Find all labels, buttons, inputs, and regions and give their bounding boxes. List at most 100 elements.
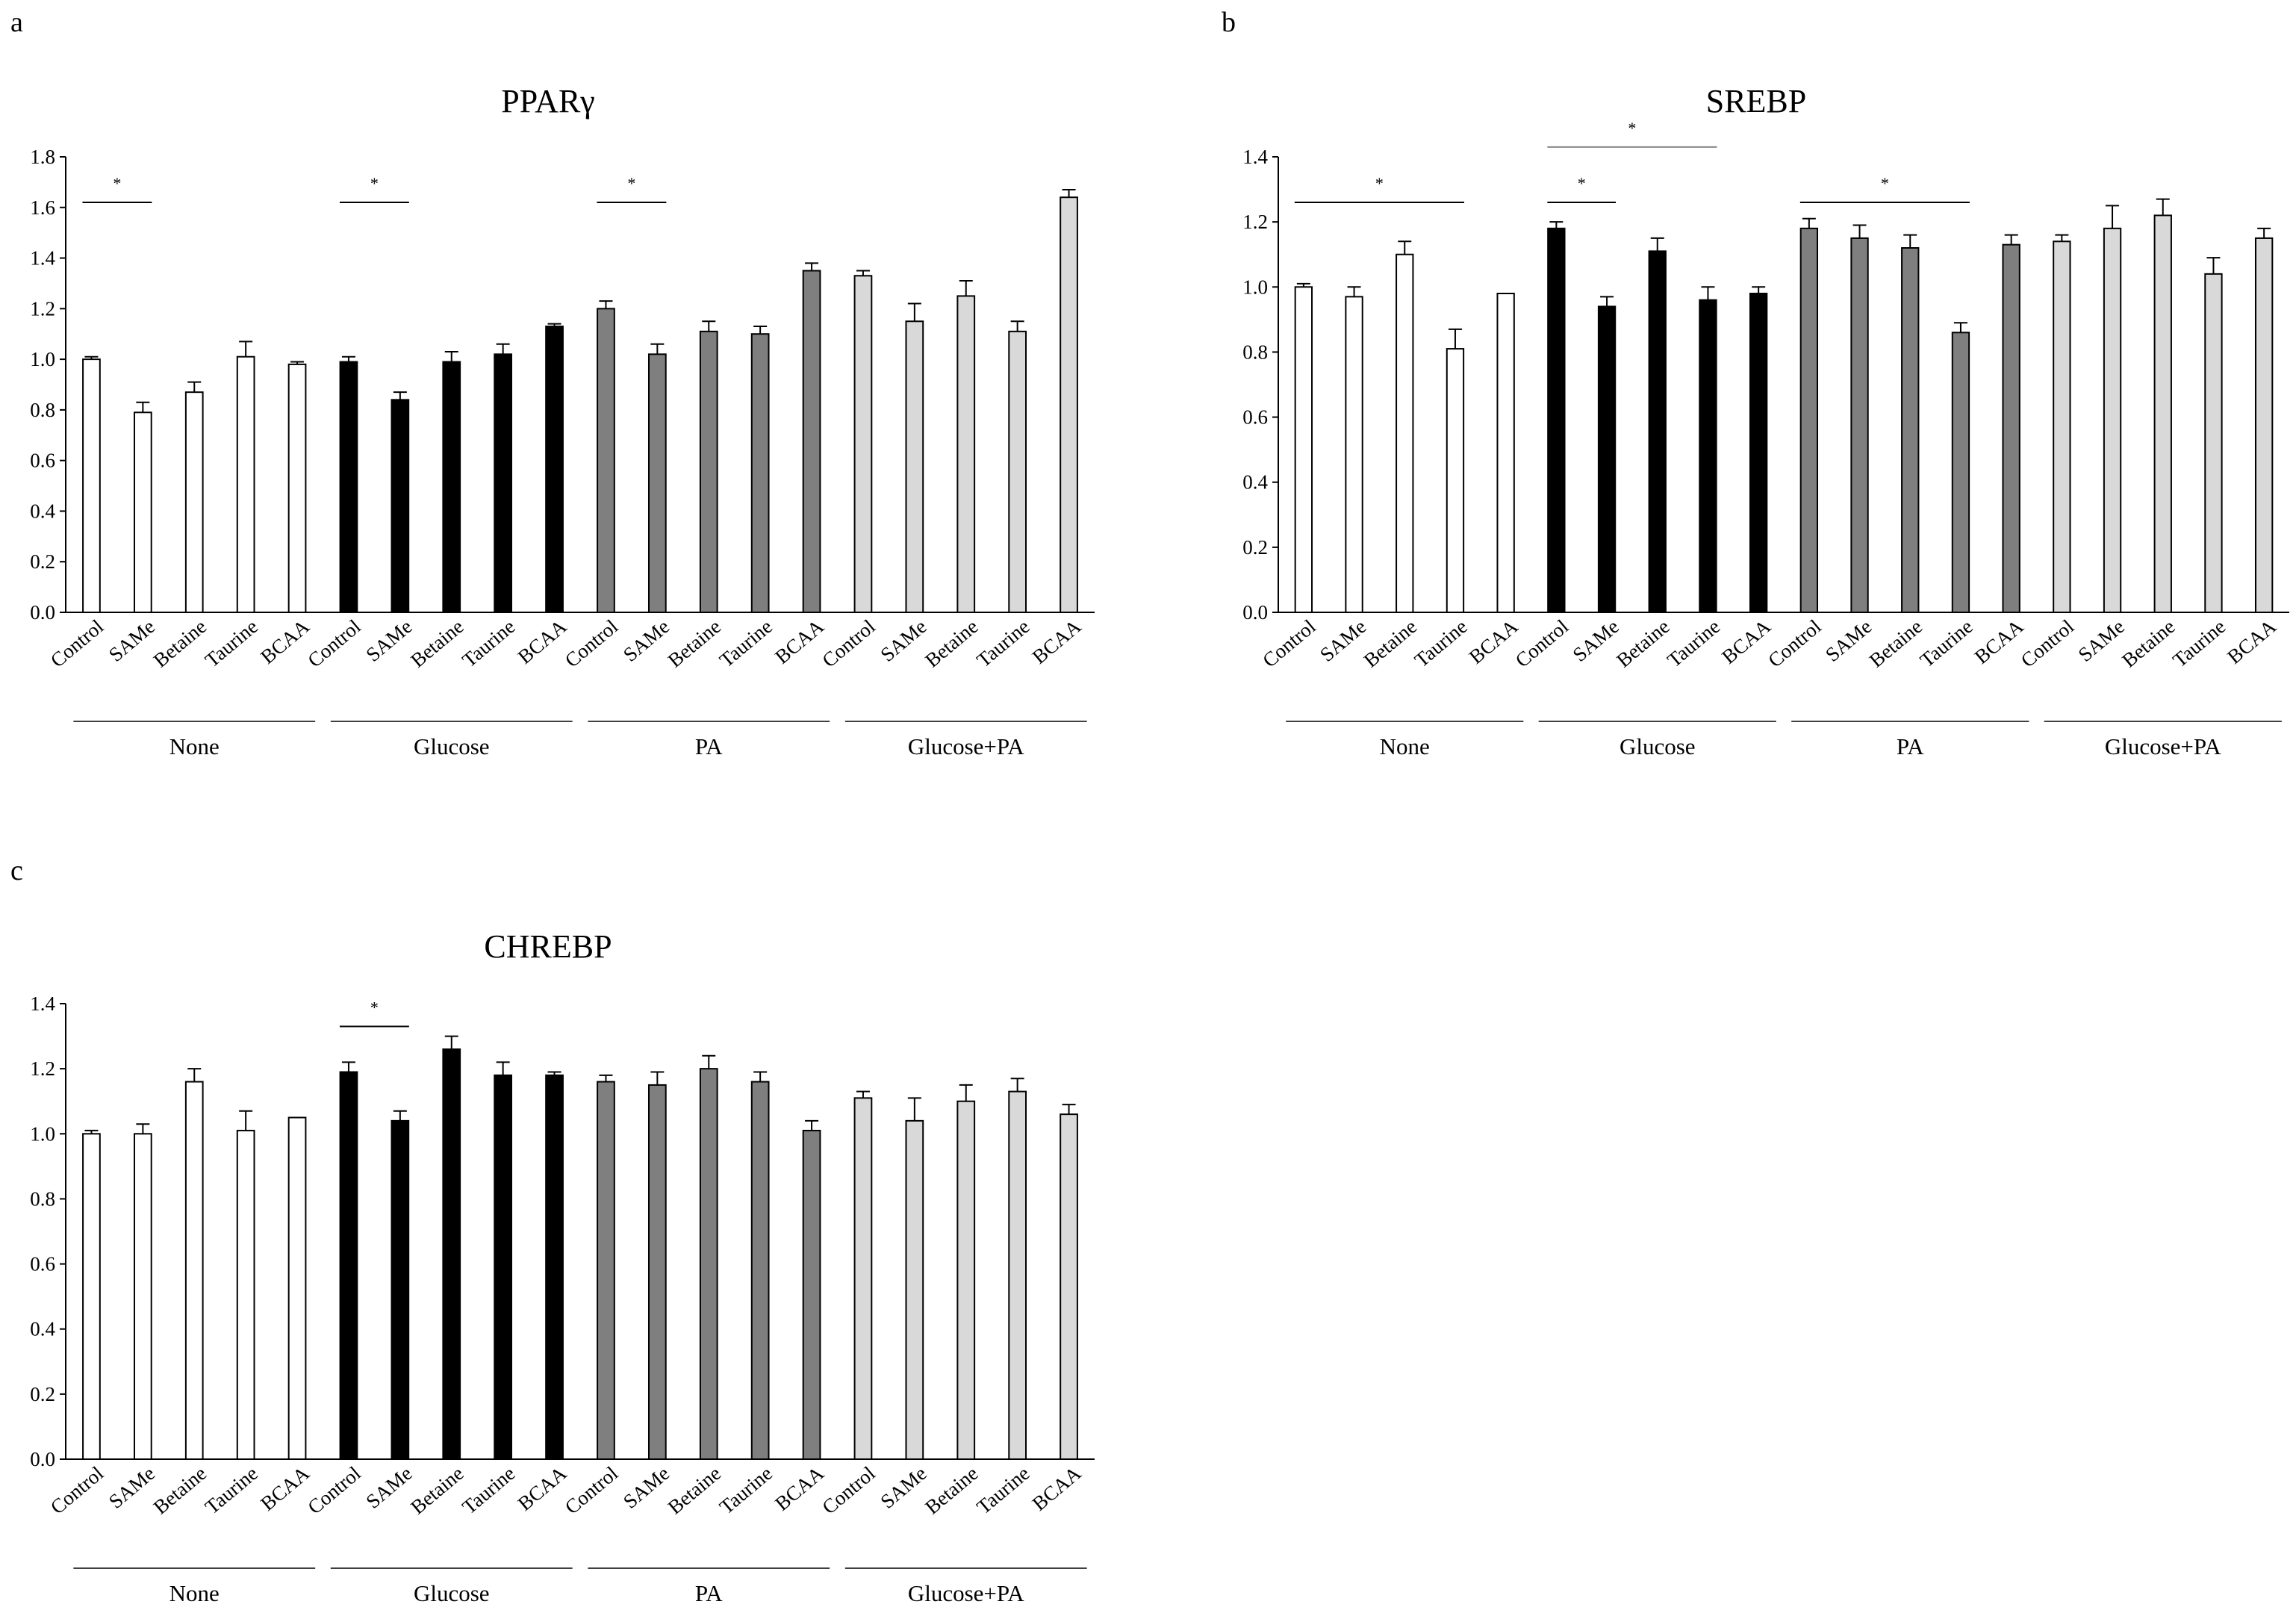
bar-pa-taurine — [1951, 332, 1970, 613]
x-tick-label: BCAA — [771, 615, 828, 668]
bar-glucose-pa-bcaa — [1060, 1113, 1078, 1460]
bar-glucose-same — [391, 399, 410, 613]
x-tick-label: Taurine — [1410, 615, 1472, 672]
y-tick-label: 0.8 — [30, 1187, 55, 1210]
x-tick-label: BCAA — [514, 615, 571, 668]
x-tick-label: Taurine — [972, 1462, 1033, 1519]
x-tick-label: BCAA — [514, 1461, 571, 1515]
significance-star: * — [1578, 174, 1586, 193]
y-tick-label: 0.2 — [30, 550, 55, 573]
significance-star: * — [1881, 174, 1889, 193]
y-tick-label: 0.6 — [30, 450, 55, 472]
group-label: None — [169, 1580, 220, 1606]
y-tick-label: 1.0 — [30, 1122, 55, 1145]
bar-glucose-pa-same — [2103, 227, 2122, 614]
x-tick-label: Taurine — [1663, 615, 1724, 672]
bar-none-control — [82, 1133, 101, 1461]
group-label: Glucose — [1620, 733, 1696, 759]
x-tick-label: Control — [303, 1462, 364, 1519]
bar-pa-betaine — [699, 1068, 718, 1460]
x-tick-label: Control — [1764, 615, 1825, 672]
bar-pa-same — [647, 353, 667, 613]
chart-chrebp: CHREBP 0.00.20.40.60.81.01.21.4ControlSA… — [30, 928, 1095, 1606]
x-tick-label: SAMe — [876, 1462, 930, 1513]
bar-glucose-pa-same — [905, 1119, 924, 1461]
y-tick-label: 0.0 — [30, 1448, 55, 1470]
x-tick-label: Taurine — [715, 615, 777, 672]
bar-none-same — [1345, 296, 1363, 613]
x-tick-label: BCAA — [1028, 615, 1086, 668]
panel-letter-b: b — [1222, 7, 1236, 38]
x-tick-label: Control — [303, 615, 364, 672]
group-label: Glucose+PA — [2105, 733, 2221, 759]
x-tick-label: Control — [818, 615, 879, 672]
y-tick-label: 1.6 — [30, 196, 55, 219]
bar-glucose-same — [1597, 305, 1617, 613]
bar-glucose-pa-betaine — [956, 295, 976, 613]
x-tick-label: Betaine — [1865, 615, 1926, 672]
chart-ppar-gamma: PPARγ 0.0 0.2 0.4 0.6 0.8 1.0 1.2 1.4 1.6 1.8 Cont… — [30, 83, 1095, 759]
group-label: Glucose — [414, 733, 490, 759]
x-tick-label: SAMe — [619, 1462, 673, 1513]
significance-star: * — [1375, 174, 1384, 193]
bar-none-betaine — [1396, 253, 1414, 613]
chart-srebp: SREBP 0.00.20.40.60.81.01.21.4ControlSAM… — [1242, 83, 2289, 759]
x-tick-label: Taurine — [715, 1462, 777, 1519]
x-tick-label: Control — [818, 1462, 879, 1519]
x-tick-label: BCAA — [1970, 615, 2028, 668]
y-tick-label: 0.4 — [30, 1318, 55, 1340]
y-tick-label: 0.6 — [1242, 406, 1268, 429]
y-tick-label: 0.4 — [1242, 471, 1268, 494]
x-tick-label: Betaine — [664, 615, 725, 672]
bar-glucose-bcaa — [1749, 293, 1768, 613]
bar-glucose-betaine — [442, 1048, 461, 1460]
group-label: PA — [695, 1580, 723, 1606]
y-tick-label: 1.0 — [1242, 276, 1268, 298]
bar-glucose-pa-taurine — [1008, 330, 1027, 613]
significance-star: * — [1628, 119, 1636, 137]
x-tick-label: SAMe — [105, 615, 159, 666]
x-tick-label: Betaine — [664, 1462, 725, 1519]
y-tick-label: 1.8 — [30, 146, 55, 168]
y-tick-label: 0.0 — [30, 601, 55, 624]
bar-glucose-pa-control — [853, 1097, 873, 1461]
x-tick-label: Control — [561, 1462, 622, 1519]
bar-glucose-control — [1547, 227, 1566, 614]
bar-none-betaine — [184, 1081, 204, 1460]
bar-glucose-betaine — [1648, 250, 1667, 613]
group-label: Glucose — [414, 1580, 490, 1606]
bar-glucose-pa-bcaa — [2254, 237, 2274, 613]
x-tick-label: SAMe — [105, 1462, 159, 1513]
x-tick-label: Control — [1511, 615, 1572, 672]
bar-glucose-bcaa — [545, 1074, 564, 1461]
bar-glucose-pa-bcaa — [1060, 196, 1078, 613]
bar-glucose-pa-same — [905, 320, 924, 613]
bar-glucose-control — [339, 1071, 358, 1460]
x-tick-label: Taurine — [458, 615, 519, 672]
group-label: Glucose+PA — [908, 733, 1024, 759]
x-tick-label: BCAA — [1717, 615, 1775, 668]
x-tick-label: Control — [2017, 615, 2078, 672]
x-tick-label: BCAA — [771, 1461, 828, 1515]
x-tick-label: Betaine — [406, 1462, 467, 1519]
bar-pa-betaine — [1901, 247, 1920, 613]
bar-none-taurine — [236, 355, 255, 613]
x-tick-label: BCAA — [1465, 615, 1522, 668]
x-tick-label: Betaine — [406, 615, 467, 672]
bar-pa-control — [597, 1081, 615, 1460]
bar-none-bcaa — [1496, 293, 1515, 613]
bar-none-taurine — [236, 1129, 255, 1461]
significance-star: * — [627, 174, 635, 193]
bar-none-taurine — [1446, 348, 1465, 613]
x-tick-label: Betaine — [1612, 615, 1673, 672]
y-tick-label: 1.2 — [30, 1057, 55, 1080]
bar-pa-control — [1799, 227, 1819, 614]
significance-star: * — [370, 998, 379, 1017]
y-tick-label: 1.4 — [30, 992, 55, 1015]
x-tick-label: Taurine — [201, 1462, 262, 1519]
x-tick-label: BCAA — [256, 1461, 314, 1515]
bar-glucose-pa-control — [853, 275, 873, 613]
x-tick-label: SAMe — [876, 615, 930, 666]
bar-pa-same — [647, 1084, 667, 1461]
